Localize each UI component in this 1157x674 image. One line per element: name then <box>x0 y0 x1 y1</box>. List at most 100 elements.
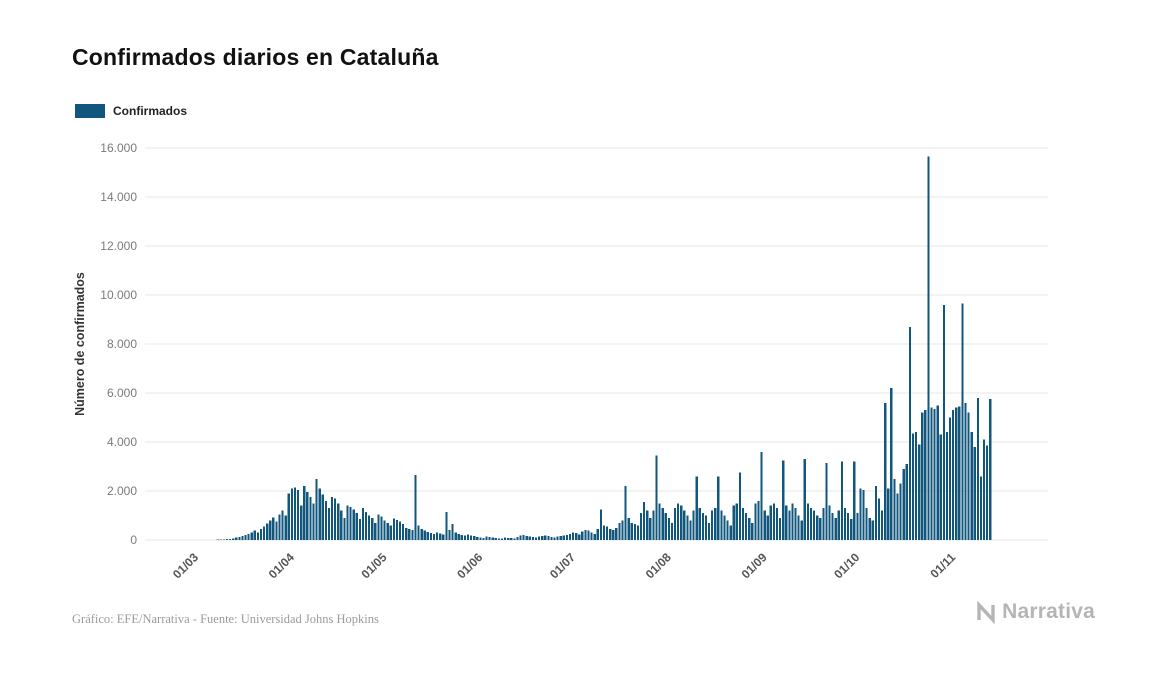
narrativa-n-icon <box>977 600 995 624</box>
x-tick-label: 01/04 <box>266 550 297 581</box>
bar <box>896 493 899 540</box>
bar <box>272 517 275 540</box>
x-tick-label: 01/10 <box>831 550 862 581</box>
bar <box>417 525 420 540</box>
bar <box>361 508 365 540</box>
bar <box>618 522 621 540</box>
bar <box>865 508 868 540</box>
bar <box>293 487 297 540</box>
bar <box>819 517 822 540</box>
bar <box>791 503 794 540</box>
bar <box>380 516 383 540</box>
bar <box>880 510 884 540</box>
bar <box>575 533 578 540</box>
bar <box>420 528 423 540</box>
bar <box>621 520 624 540</box>
bar <box>408 528 411 540</box>
bar <box>751 522 754 540</box>
bar <box>463 535 467 540</box>
bar <box>646 510 649 540</box>
bar <box>670 522 674 540</box>
bar <box>899 483 902 540</box>
bar <box>794 508 797 540</box>
bar <box>485 536 488 540</box>
bar <box>837 510 840 540</box>
bar <box>593 533 596 541</box>
bar <box>689 520 692 540</box>
x-tick-label: 01/11 <box>928 550 959 581</box>
bar <box>711 510 714 540</box>
bar <box>290 488 293 540</box>
bar <box>392 518 395 540</box>
narrativa-logo: Narrativa <box>974 600 1095 624</box>
bar <box>834 517 837 540</box>
bar <box>411 530 414 540</box>
bar <box>470 535 473 540</box>
bar <box>945 432 949 540</box>
bar <box>287 493 290 540</box>
bar <box>448 530 451 540</box>
bar <box>933 408 936 540</box>
bar <box>266 523 269 540</box>
bar <box>930 407 933 540</box>
bar <box>303 486 306 540</box>
bar <box>741 508 745 540</box>
bar <box>250 532 253 540</box>
y-tick-label: 0 <box>130 533 137 547</box>
bar <box>262 526 266 540</box>
bar <box>253 530 256 540</box>
bar <box>584 530 587 540</box>
bar <box>337 503 340 540</box>
bar <box>655 455 658 540</box>
bar <box>976 397 979 540</box>
bar <box>312 503 315 540</box>
bar <box>967 412 970 540</box>
bar <box>454 532 457 540</box>
bar <box>921 412 924 540</box>
bar <box>939 434 942 540</box>
y-axis-title: Número de confirmados <box>73 272 87 416</box>
y-tick-label: 4.000 <box>107 435 137 449</box>
bar <box>513 538 516 540</box>
bar <box>395 519 399 540</box>
bar <box>868 517 871 540</box>
bar <box>667 517 670 540</box>
bar <box>652 510 655 540</box>
bar <box>859 488 862 540</box>
bar <box>537 536 541 540</box>
bar <box>296 489 300 540</box>
bar <box>643 502 646 540</box>
bar <box>503 537 507 540</box>
bar <box>377 514 380 540</box>
bar <box>247 533 250 541</box>
bar <box>816 515 819 540</box>
bar <box>639 513 643 540</box>
bar <box>318 488 321 540</box>
bar <box>627 517 630 540</box>
bar <box>466 534 470 540</box>
bar <box>510 538 513 540</box>
bar <box>352 509 355 541</box>
bar <box>825 462 828 540</box>
chart-canvas: 0 2.000 4.000 6.000 8.000 10.000 12.000 14.000 1… <box>73 141 1048 581</box>
bar <box>500 538 504 540</box>
bar <box>525 536 528 540</box>
bar <box>853 461 856 540</box>
bar <box>958 406 961 540</box>
bar <box>426 532 429 540</box>
bar <box>680 505 683 540</box>
bar <box>704 515 708 540</box>
bar <box>612 530 615 540</box>
bar <box>306 492 309 540</box>
bar <box>723 515 726 540</box>
bar <box>528 536 531 540</box>
x-tick-label: 01/03 <box>170 550 201 581</box>
bar <box>822 508 825 540</box>
bar <box>803 459 806 540</box>
bar <box>911 433 915 540</box>
bar <box>979 476 983 540</box>
bar <box>661 508 664 540</box>
bar <box>565 535 568 540</box>
bar <box>843 508 847 540</box>
bar <box>856 513 859 540</box>
